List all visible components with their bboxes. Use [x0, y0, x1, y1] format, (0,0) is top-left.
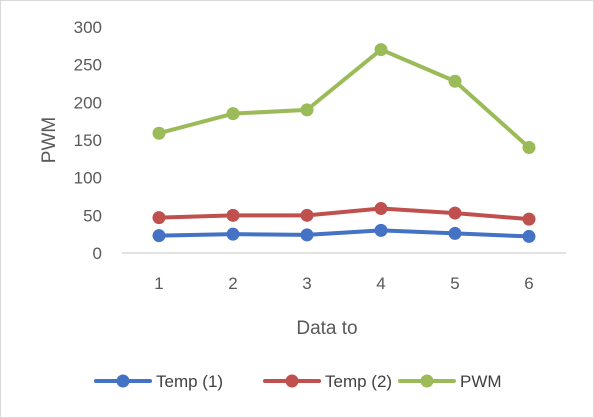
data-point [152, 229, 166, 243]
data-point [448, 206, 462, 220]
x-tick-label: 4 [376, 274, 385, 293]
series-1 [152, 223, 536, 243]
series-line [157, 228, 531, 239]
y-tick-label: 50 [83, 206, 102, 225]
data-point [152, 126, 166, 140]
data-point [300, 228, 314, 242]
x-tick-label: 2 [228, 274, 237, 293]
data-point [226, 227, 240, 241]
y-tick-label: 150 [74, 131, 102, 150]
series-3 [152, 43, 536, 155]
data-point [522, 212, 536, 226]
x-tick-label: 6 [524, 274, 533, 293]
data-point [448, 226, 462, 240]
data-point [374, 43, 388, 57]
x-tick-label: 3 [302, 274, 311, 293]
series-line [157, 206, 531, 222]
legend-item: Temp (1) [94, 372, 223, 391]
series-group [152, 43, 536, 243]
legend-item: PWM [398, 372, 502, 391]
y-tick-label: 200 [74, 93, 102, 112]
series-line [157, 47, 531, 150]
x-axis-title: Data to [296, 318, 357, 339]
data-point [522, 229, 536, 243]
legend-label: Temp (2) [325, 372, 392, 391]
data-point [152, 211, 166, 225]
y-tick-label: 300 [74, 18, 102, 37]
data-point [226, 107, 240, 121]
legend-label: PWM [460, 372, 502, 391]
data-point [374, 223, 388, 237]
data-point [300, 208, 314, 222]
legend-marker [285, 374, 299, 388]
y-tick-label: 250 [74, 56, 102, 75]
y-axis-title: PWM [39, 117, 60, 163]
series-2 [152, 202, 536, 226]
legend: Temp (1) Temp (2) PWM [94, 372, 502, 391]
data-point [448, 74, 462, 88]
data-point [300, 103, 314, 117]
x-tick-label: 5 [450, 274, 459, 293]
legend-label: Temp (1) [156, 372, 223, 391]
y-tick-labels: 0 50 100 150 200 250 300 [74, 18, 102, 263]
data-point [374, 202, 388, 216]
legend-marker [420, 374, 434, 388]
data-point [226, 208, 240, 222]
y-tick-label: 0 [93, 244, 102, 263]
y-tick-label: 100 [74, 169, 102, 188]
legend-item: Temp (2) [263, 372, 392, 391]
x-tick-labels: 1 2 3 4 5 6 [154, 274, 533, 293]
legend-marker [116, 374, 130, 388]
x-tick-label: 1 [154, 274, 163, 293]
data-point [522, 141, 536, 155]
